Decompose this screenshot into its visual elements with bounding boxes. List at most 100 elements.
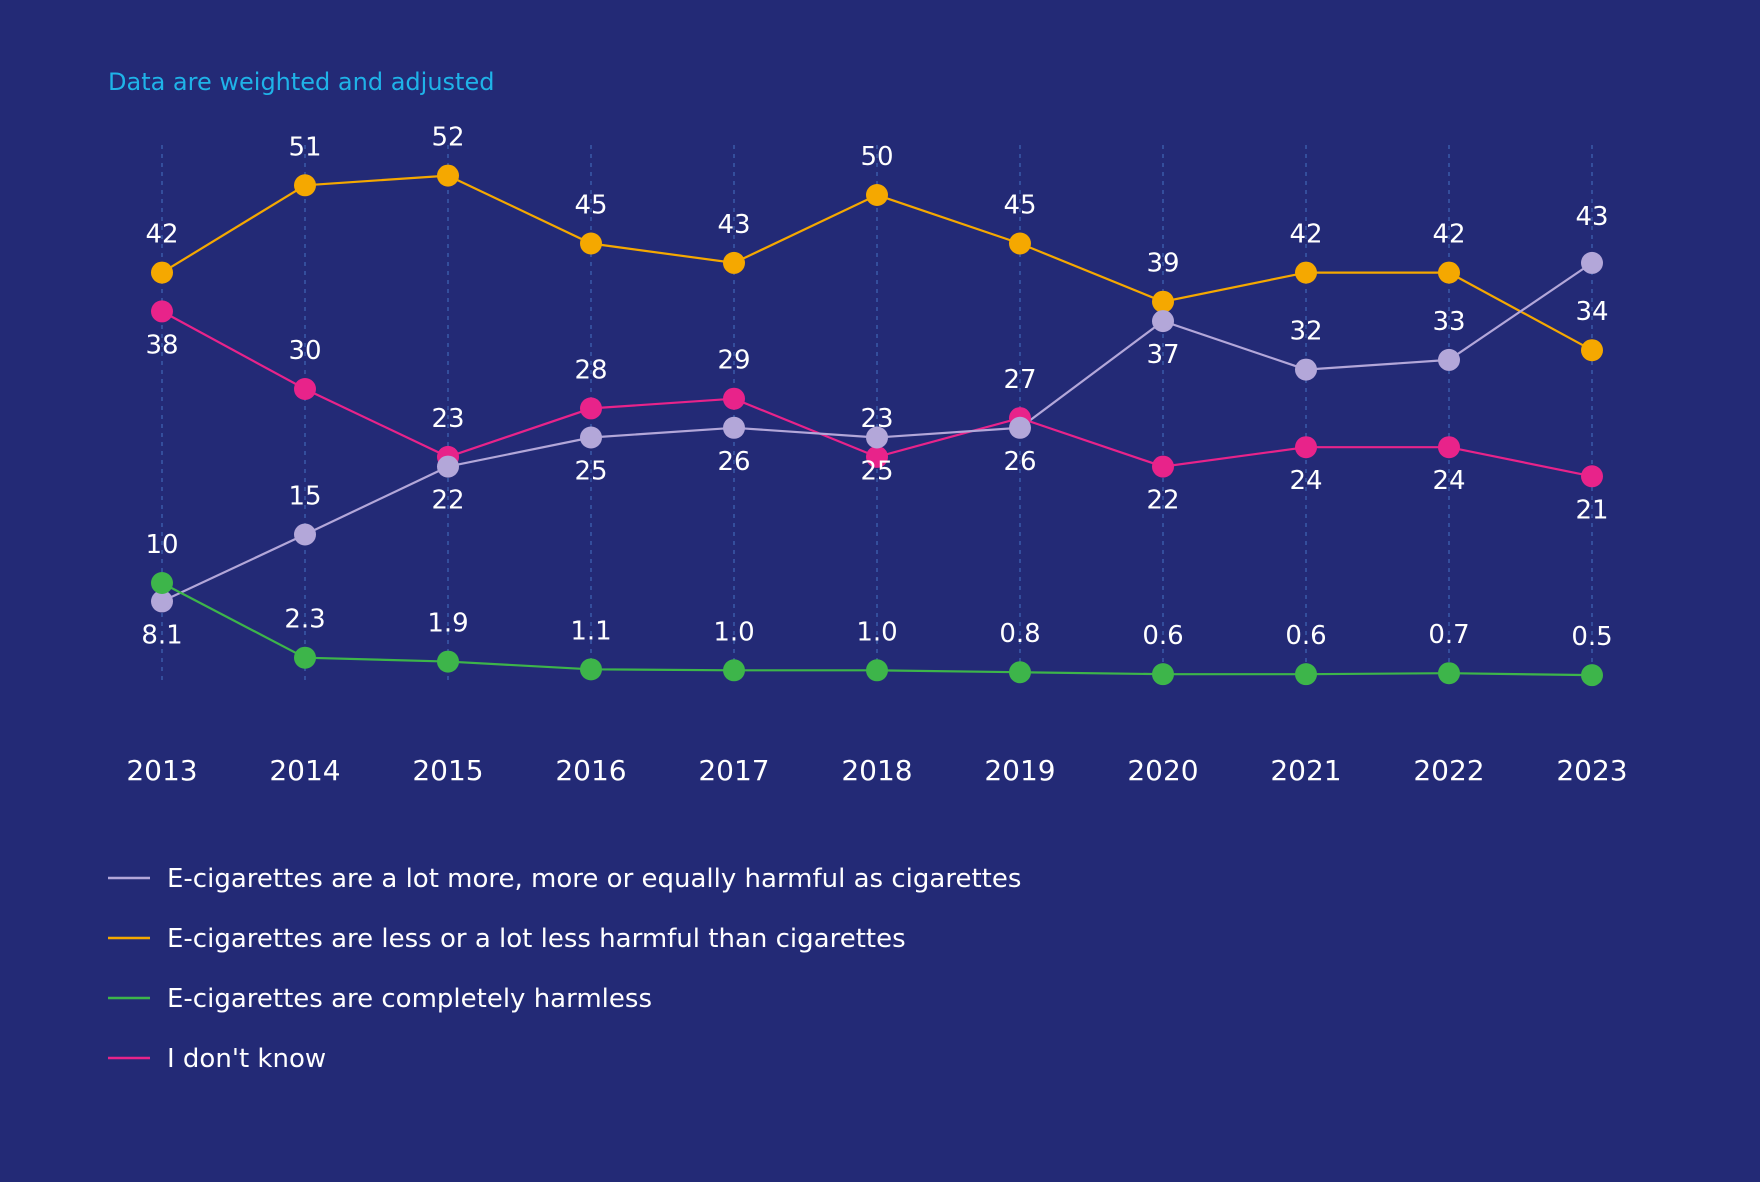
data-point-more: [723, 416, 745, 439]
data-point-more: [866, 426, 888, 449]
data-label-dontknow: 24: [1289, 466, 1322, 496]
x-tick-label: 2013: [126, 754, 197, 787]
data-point-more: [1152, 310, 1174, 333]
series-points: [151, 164, 1603, 687]
data-label-dontknow: 23: [431, 404, 464, 434]
data-label-dontknow: 27: [1003, 365, 1036, 395]
data-point-more: [294, 523, 316, 546]
data-label-dontknow: 38: [145, 330, 178, 360]
data-label-dontknow: 28: [574, 355, 607, 385]
data-labels: 42 51 52 45 43 50 45 39 42 42 34 38 30 23 28 29 23 27 22 24…: [141, 123, 1612, 653]
legend-label-dontknow: I don't know: [167, 1044, 326, 1074]
x-tick-label: 2021: [1270, 754, 1341, 787]
data-point-more: [437, 455, 459, 478]
data-label-harmless: 1.1: [570, 616, 611, 646]
data-point-harmless: [437, 650, 459, 673]
data-label-harmless: 1.9: [427, 609, 468, 639]
data-point-less: [1009, 232, 1031, 255]
data-label-harmless: 10: [145, 530, 178, 560]
data-label-less: 42: [1432, 220, 1465, 250]
data-point-less: [866, 184, 888, 206]
data-point-dontknow: [866, 445, 888, 468]
x-tick-label: 2017: [698, 754, 769, 787]
data-point-dontknow: [723, 387, 745, 410]
data-label-less: 45: [574, 191, 607, 221]
data-point-more: [1295, 358, 1317, 381]
data-point-dontknow: [1438, 436, 1460, 459]
data-point-harmless: [1438, 662, 1460, 685]
data-label-more: 26: [717, 447, 750, 477]
data-label-dontknow: 30: [288, 336, 321, 366]
data-label-more: 33: [1432, 307, 1465, 337]
data-point-harmless: [1581, 664, 1603, 687]
data-label-more: 15: [288, 482, 321, 512]
data-label-more: 25: [860, 457, 893, 487]
data-label-harmless: 0.7: [1428, 620, 1469, 650]
data-label-harmless: 0.6: [1285, 621, 1326, 651]
data-point-dontknow: [580, 397, 602, 420]
data-label-more: 22: [431, 486, 464, 516]
x-tick-label: 2018: [841, 754, 912, 787]
data-point-less: [151, 261, 173, 284]
data-point-more: [1581, 251, 1603, 274]
data-label-harmless: 0.8: [999, 619, 1040, 649]
data-label-less: 51: [288, 132, 321, 162]
data-point-less: [723, 251, 745, 274]
data-label-harmless: 2.3: [284, 605, 325, 635]
data-label-dontknow: 24: [1432, 466, 1465, 496]
legend: E-cigarettes are a lot more, more or equ…: [108, 864, 1021, 1074]
data-point-dontknow: [151, 300, 173, 323]
data-point-less: [580, 232, 602, 255]
legend-label-less: E-cigarettes are less or a lot less harm…: [167, 924, 906, 954]
data-label-less: 52: [431, 123, 464, 153]
data-point-more: [1009, 416, 1031, 439]
data-label-harmless: 1.0: [856, 617, 897, 647]
data-label-harmless: 0.6: [1142, 621, 1183, 651]
x-tick-label: 2014: [269, 754, 340, 787]
data-label-less: 50: [860, 142, 893, 172]
data-point-less: [1295, 261, 1317, 284]
x-tick-label: 2020: [1127, 754, 1198, 787]
data-label-harmless: 0.5: [1571, 622, 1612, 652]
legend-label-more: E-cigarettes are a lot more, more or equ…: [167, 864, 1021, 894]
data-label-dontknow: 22: [1146, 486, 1179, 516]
data-point-harmless: [866, 659, 888, 682]
data-label-more: 8.1: [141, 620, 182, 650]
data-point-more: [1438, 348, 1460, 371]
data-label-dontknow: 21: [1575, 495, 1608, 525]
x-tick-label: 2023: [1556, 754, 1627, 787]
data-point-dontknow: [1295, 436, 1317, 459]
data-point-dontknow: [294, 378, 316, 400]
x-tick-label: 2022: [1413, 754, 1484, 787]
data-point-harmless: [1009, 661, 1031, 684]
data-point-dontknow: [1581, 465, 1603, 488]
data-label-more: 37: [1146, 340, 1179, 370]
data-label-more: 43: [1575, 202, 1608, 232]
data-point-less: [437, 164, 459, 187]
data-point-less: [1581, 339, 1603, 362]
data-point-less: [294, 174, 316, 197]
data-point-harmless: [294, 646, 316, 669]
data-point-harmless: [723, 659, 745, 682]
data-point-harmless: [151, 572, 173, 594]
data-point-less: [1152, 290, 1174, 313]
x-tick-label: 2019: [984, 754, 1055, 787]
data-point-harmless: [1295, 663, 1317, 686]
legend-label-harmless: E-cigarettes are completely harmless: [167, 984, 652, 1014]
data-point-less: [1438, 261, 1460, 284]
data-point-harmless: [1152, 663, 1174, 686]
chart-note: Data are weighted and adjusted: [108, 68, 494, 96]
data-label-less: 42: [145, 220, 178, 250]
data-point-more: [580, 426, 602, 449]
data-label-less: 34: [1575, 297, 1608, 327]
data-label-harmless: 1.0: [713, 617, 754, 647]
data-point-more: [151, 590, 173, 613]
data-label-more: 26: [1003, 447, 1036, 477]
data-label-more: 32: [1289, 317, 1322, 347]
data-label-dontknow: 29: [717, 346, 750, 376]
x-tick-label: 2016: [555, 754, 626, 787]
data-label-less: 39: [1146, 249, 1179, 279]
data-label-less: 45: [1003, 191, 1036, 221]
x-axis: 2013 2014 2015 2016 2017 2018 2019 2020 2021 2022…: [126, 754, 1627, 787]
